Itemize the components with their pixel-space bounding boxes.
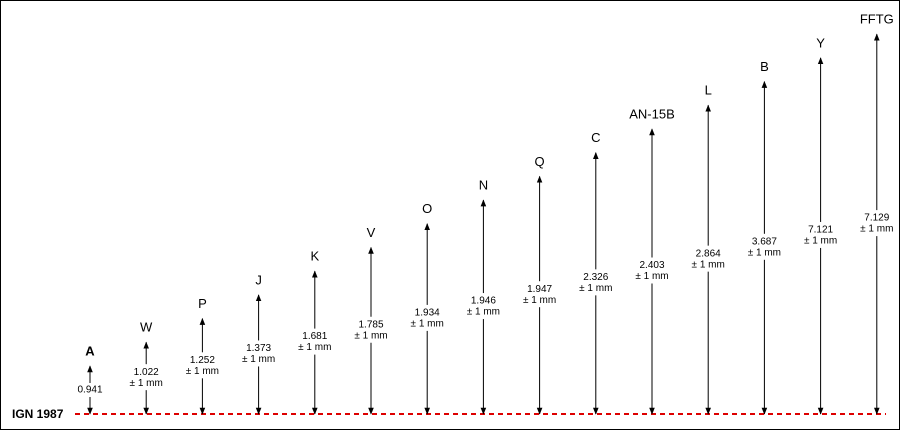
point-tolerance: ± 1 mm <box>467 307 500 318</box>
point-label: N <box>479 178 488 193</box>
value-background <box>70 383 110 397</box>
point-value: 1.373 <box>246 343 271 354</box>
point-value: 7.129 <box>864 213 889 224</box>
point-tolerance: ± 1 mm <box>748 247 781 258</box>
point-tolerance: ± 1 mm <box>411 319 444 330</box>
value-background <box>744 233 785 260</box>
point-value: 0.941 <box>77 385 102 396</box>
datum-label: IGN 1987 <box>12 407 64 421</box>
value-background <box>575 269 616 296</box>
point-tolerance: ± 1 mm <box>523 295 556 306</box>
point-label: W <box>140 320 153 335</box>
point-label: AN-15B <box>629 106 675 121</box>
point-tolerance: ± 1 mm <box>579 283 612 294</box>
point-value: 2.864 <box>696 248 721 259</box>
point-value: 2.403 <box>639 260 664 271</box>
point-label: J <box>255 272 262 287</box>
point-value: 1.934 <box>415 308 440 319</box>
point-label: FFTG <box>860 12 894 27</box>
value-background <box>294 328 335 355</box>
point-tolerance: ± 1 mm <box>186 366 219 377</box>
value-background <box>238 340 279 367</box>
point-tolerance: ± 1 mm <box>298 342 331 353</box>
point-value: 1.252 <box>190 355 215 366</box>
point-label: O <box>422 201 432 216</box>
point-value: 1.785 <box>358 319 383 330</box>
point-tolerance: ± 1 mm <box>130 378 163 389</box>
point-tolerance: ± 1 mm <box>692 259 725 270</box>
point-tolerance: ± 1 mm <box>635 271 668 282</box>
point-label: A <box>85 343 95 358</box>
point-value: 2.326 <box>583 272 608 283</box>
value-background <box>688 245 729 272</box>
point-tolerance: ± 1 mm <box>804 236 837 247</box>
point-label: Q <box>535 154 545 169</box>
point-value: 7.121 <box>808 225 833 236</box>
point-value: 3.687 <box>752 236 777 247</box>
value-background <box>463 293 504 320</box>
value-background <box>856 210 897 237</box>
point-value: 1.946 <box>471 296 496 307</box>
point-label: Y <box>816 35 825 50</box>
point-value: 1.947 <box>527 284 552 295</box>
value-background <box>519 281 560 308</box>
point-label: V <box>367 225 376 240</box>
value-background <box>800 221 841 248</box>
point-tolerance: ± 1 mm <box>242 354 275 365</box>
point-tolerance: ± 1 mm <box>354 330 387 341</box>
point-label: P <box>198 296 207 311</box>
value-background <box>632 257 672 284</box>
value-background <box>182 352 223 379</box>
point-label: K <box>310 249 319 264</box>
value-background <box>351 316 391 343</box>
point-label: C <box>591 130 600 145</box>
point-value: 1.022 <box>134 367 159 378</box>
point-label: L <box>705 83 712 98</box>
point-label: B <box>760 59 769 74</box>
point-value: 1.681 <box>302 331 327 342</box>
value-background <box>407 304 448 331</box>
value-background <box>126 364 167 391</box>
point-tolerance: ± 1 mm <box>860 224 893 235</box>
